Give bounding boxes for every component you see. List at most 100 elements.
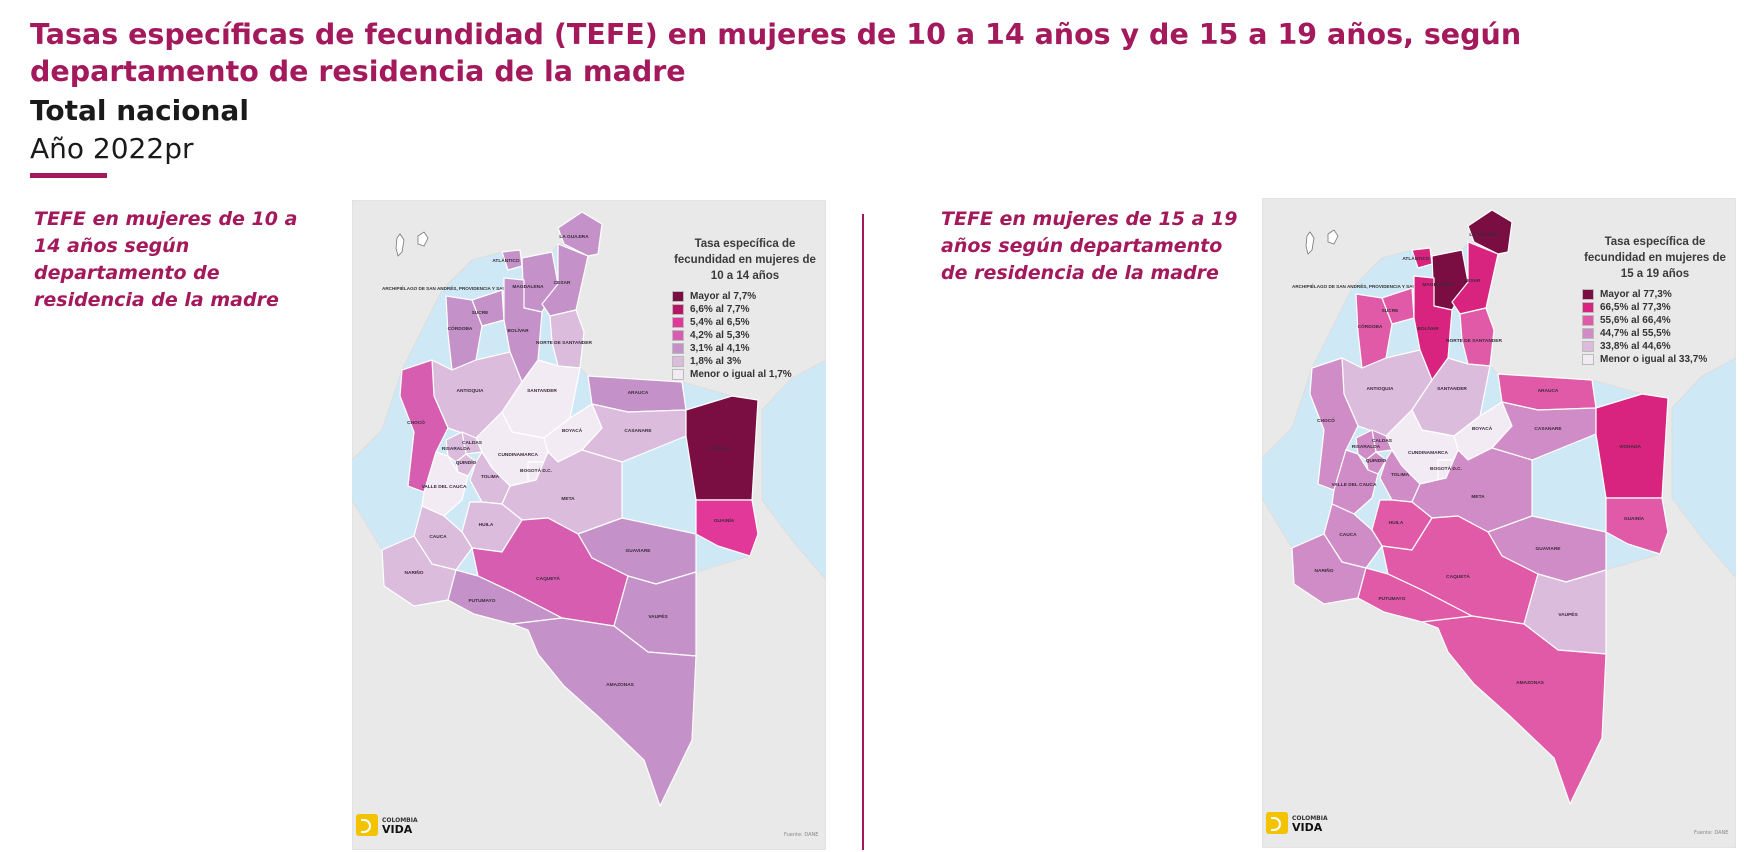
department-label: CESAR <box>554 280 571 286</box>
department-label: CALDAS <box>462 440 483 446</box>
department-label: HUILA <box>1389 520 1404 526</box>
islands-label: ARCHIPIÉLAGO DE SAN ANDRÉS, PROVIDENCIA … <box>1292 282 1446 289</box>
department-label: ANTIOQUIA <box>457 388 484 394</box>
legend-item: Mayor al 77,3% <box>1582 288 1728 300</box>
legend-label: 33,8% al 44,6% <box>1600 340 1671 352</box>
legend-label: 6,6% al 7,7% <box>690 303 750 315</box>
department-label: AMAZONAS <box>1516 680 1545 686</box>
legend-item: 1,8% al 3% <box>672 355 818 367</box>
legend-item: Mayor al 7,7% <box>672 290 818 302</box>
legend-swatch <box>1582 340 1594 352</box>
department-label: CAQUETÁ <box>536 575 560 582</box>
panel-divider <box>862 214 864 850</box>
department-label: RISARALDA <box>1352 444 1381 450</box>
department-label: GUAINÍA <box>714 516 735 524</box>
department-label: META <box>561 496 575 502</box>
department-label: AMAZONAS <box>606 682 635 688</box>
department-label: NARIÑO <box>405 569 424 576</box>
department-label: BOGOTÁ D.C. <box>520 467 552 474</box>
department-label: RISARALDA <box>442 446 471 452</box>
map-source: Fuente: DANE <box>1694 830 1729 836</box>
department-label: SUCRE <box>1382 308 1400 314</box>
department-label: PUTUMAYO <box>468 598 495 604</box>
department-label: VICHADA <box>709 446 731 452</box>
legend-swatch <box>672 355 684 367</box>
legend-swatch <box>1582 327 1594 339</box>
department-label: SANTANDER <box>527 388 557 394</box>
department-label: GUAVIARE <box>626 548 652 554</box>
department-label: VAUPÉS <box>1558 610 1578 618</box>
department-label: NORTE DE SANTANDER <box>536 340 592 346</box>
department-label: ARAUCA <box>1538 388 1559 394</box>
page-subtitle: Total nacional <box>30 94 249 127</box>
department-amazonas <box>511 617 697 807</box>
department-label: LA GUAJIRA <box>559 234 589 240</box>
logo-small-text: COLOMBIA <box>382 817 418 824</box>
department-label: VALLE DEL CAUCA <box>422 484 467 490</box>
legend-swatch <box>1582 301 1594 313</box>
department-label: ATLÁNTICO <box>492 257 520 264</box>
department-label: BOYACÁ <box>1472 425 1493 432</box>
island-shape <box>1327 229 1339 245</box>
island-shape <box>417 231 429 247</box>
department-label: SUCRE <box>472 310 490 316</box>
department-label: LA GUAJIRA <box>1469 232 1499 238</box>
legend-label: Menor o igual al 1,7% <box>690 368 792 380</box>
department-label: TOLIMA <box>481 474 500 480</box>
department-putumayo <box>1357 567 1473 623</box>
department-label: CASANARE <box>1534 426 1562 432</box>
legend-item: 66,5% al 77,3% <box>1582 301 1728 313</box>
year-label: Año 2022pr <box>30 132 194 165</box>
department-label: CASANARE <box>624 428 652 434</box>
legend-label: Mayor al 7,7% <box>690 290 757 302</box>
department-label: CALDAS <box>1372 438 1393 444</box>
department-label: NARIÑO <box>1315 567 1334 574</box>
department-label: CESAR <box>1464 278 1481 284</box>
legend-swatch <box>672 342 684 354</box>
department-label: QUINDÍO <box>456 458 477 466</box>
department-label: CHOCÓ <box>407 418 425 426</box>
legend-item: Menor o igual al 1,7% <box>672 368 818 380</box>
legend-title: Tasa específica de fecundidad en mujeres… <box>674 238 816 282</box>
legend-item: 4,2% al 5,3% <box>672 329 818 341</box>
department-label: CÓRDOBA <box>1358 322 1383 330</box>
legend-item: 5,4% al 6,5% <box>672 316 818 328</box>
legend-swatch <box>672 316 684 328</box>
legend-label: 55,6% al 66,4% <box>1600 314 1671 326</box>
department-label: HUILA <box>479 522 494 528</box>
department-valle-del-cauca <box>421 451 469 517</box>
legend-label: Mayor al 77,3% <box>1600 288 1672 300</box>
department-label: CAUCA <box>429 534 447 540</box>
logo-big-text: VIDA <box>382 823 413 836</box>
department-label: BOGOTÁ D.C. <box>1430 465 1462 472</box>
map-legend: Tasa específica de fecundidad en mujeres… <box>1582 234 1728 366</box>
department-label: SANTANDER <box>1437 386 1467 392</box>
legend-item: 44,7% al 55,5% <box>1582 327 1728 339</box>
legend-swatch <box>672 368 684 380</box>
colombia-vida-logo: COLOMBIA VIDA <box>1266 812 1328 834</box>
legend-label: 4,2% al 5,3% <box>690 329 750 341</box>
department-label: ATLÁNTICO <box>1402 255 1430 262</box>
legend-item: 33,8% al 44,6% <box>1582 340 1728 352</box>
department-casanare <box>1491 401 1597 461</box>
legend-label: 66,5% al 77,3% <box>1600 301 1671 313</box>
department-label: ANTIOQUIA <box>1367 386 1394 392</box>
legend-label: 5,4% al 6,5% <box>690 316 750 328</box>
legend-label: 1,8% al 3% <box>690 355 742 367</box>
department-quindio <box>455 453 477 477</box>
department-label: BOLÍVAR <box>1417 324 1439 332</box>
department-label: CAQUETÁ <box>1446 573 1470 580</box>
island-shape <box>395 233 405 257</box>
department-label: CÓRDOBA <box>448 324 473 332</box>
logo-icon <box>356 814 378 836</box>
department-label: CUNDINAMARCA <box>1408 450 1449 456</box>
logo-small-text: COLOMBIA <box>1292 815 1328 822</box>
department-label: META <box>1471 494 1485 500</box>
department-putumayo <box>447 569 563 625</box>
department-quindio <box>1365 451 1387 475</box>
department-label: NORTE DE SANTANDER <box>1446 338 1502 344</box>
department-label: PUTUMAYO <box>1378 596 1405 602</box>
legend-label: Menor o igual al 33,7% <box>1600 353 1708 365</box>
legend-swatch <box>1582 288 1594 300</box>
legend-label: 44,7% al 55,5% <box>1600 327 1671 339</box>
